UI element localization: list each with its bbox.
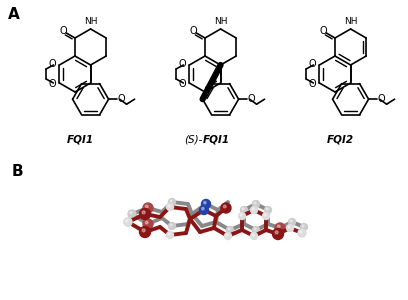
Circle shape [128, 210, 136, 218]
Circle shape [264, 214, 266, 216]
Circle shape [252, 208, 254, 210]
Circle shape [145, 221, 148, 224]
Circle shape [298, 229, 306, 237]
Circle shape [253, 200, 259, 208]
Circle shape [226, 234, 228, 236]
Circle shape [169, 223, 175, 230]
Circle shape [252, 234, 254, 236]
Circle shape [221, 203, 231, 213]
Circle shape [253, 226, 259, 233]
Circle shape [301, 224, 308, 230]
Circle shape [254, 228, 256, 230]
Text: O: O [319, 26, 327, 36]
Circle shape [126, 220, 128, 222]
Circle shape [168, 233, 170, 235]
Circle shape [251, 232, 257, 239]
Text: O: O [309, 59, 317, 69]
Circle shape [302, 225, 304, 227]
Circle shape [143, 219, 153, 229]
Circle shape [251, 206, 257, 214]
Text: O: O [179, 59, 186, 69]
Circle shape [124, 218, 132, 226]
Circle shape [170, 224, 172, 226]
Circle shape [126, 220, 128, 222]
Circle shape [166, 203, 173, 211]
Text: O: O [179, 79, 186, 89]
Circle shape [275, 231, 278, 234]
Circle shape [240, 206, 248, 214]
Circle shape [288, 218, 295, 226]
Text: O: O [59, 26, 67, 36]
Circle shape [143, 203, 153, 213]
Text: B: B [12, 164, 24, 179]
Circle shape [223, 205, 226, 208]
Text: O: O [189, 26, 197, 36]
Text: NH: NH [344, 17, 357, 26]
Circle shape [277, 225, 280, 228]
Circle shape [202, 207, 204, 210]
Text: O: O [118, 94, 125, 104]
Text: O: O [49, 79, 56, 89]
Circle shape [242, 208, 244, 210]
Text: NH: NH [214, 17, 227, 26]
Circle shape [288, 226, 290, 228]
Circle shape [239, 212, 246, 220]
Circle shape [124, 218, 132, 226]
Circle shape [273, 229, 284, 239]
Circle shape [142, 229, 145, 232]
Circle shape [266, 208, 268, 210]
Text: O: O [309, 79, 317, 89]
Circle shape [202, 200, 211, 208]
Text: O: O [49, 59, 56, 69]
Text: O: O [248, 94, 255, 104]
Circle shape [240, 214, 242, 216]
Text: A: A [8, 7, 20, 22]
Circle shape [286, 224, 293, 232]
Circle shape [140, 226, 151, 238]
Circle shape [142, 211, 145, 214]
Circle shape [200, 206, 208, 214]
Circle shape [168, 205, 170, 207]
Circle shape [140, 208, 151, 220]
Circle shape [275, 223, 285, 233]
Circle shape [166, 232, 173, 238]
Text: O: O [377, 94, 385, 104]
Circle shape [130, 212, 132, 214]
Circle shape [290, 220, 292, 222]
Circle shape [145, 205, 148, 208]
Text: (S)-: (S)- [185, 134, 203, 144]
Text: FQI1: FQI1 [203, 134, 230, 144]
Circle shape [254, 202, 256, 204]
Circle shape [264, 206, 271, 214]
Circle shape [169, 199, 175, 206]
Circle shape [300, 231, 302, 233]
Circle shape [204, 201, 206, 204]
Text: FQI1: FQI1 [67, 134, 93, 144]
Circle shape [228, 228, 230, 230]
Text: NH: NH [84, 17, 98, 26]
Text: FQI2: FQI2 [326, 134, 354, 144]
Circle shape [170, 200, 172, 202]
Circle shape [224, 232, 231, 239]
Circle shape [226, 226, 233, 233]
Circle shape [262, 212, 270, 220]
